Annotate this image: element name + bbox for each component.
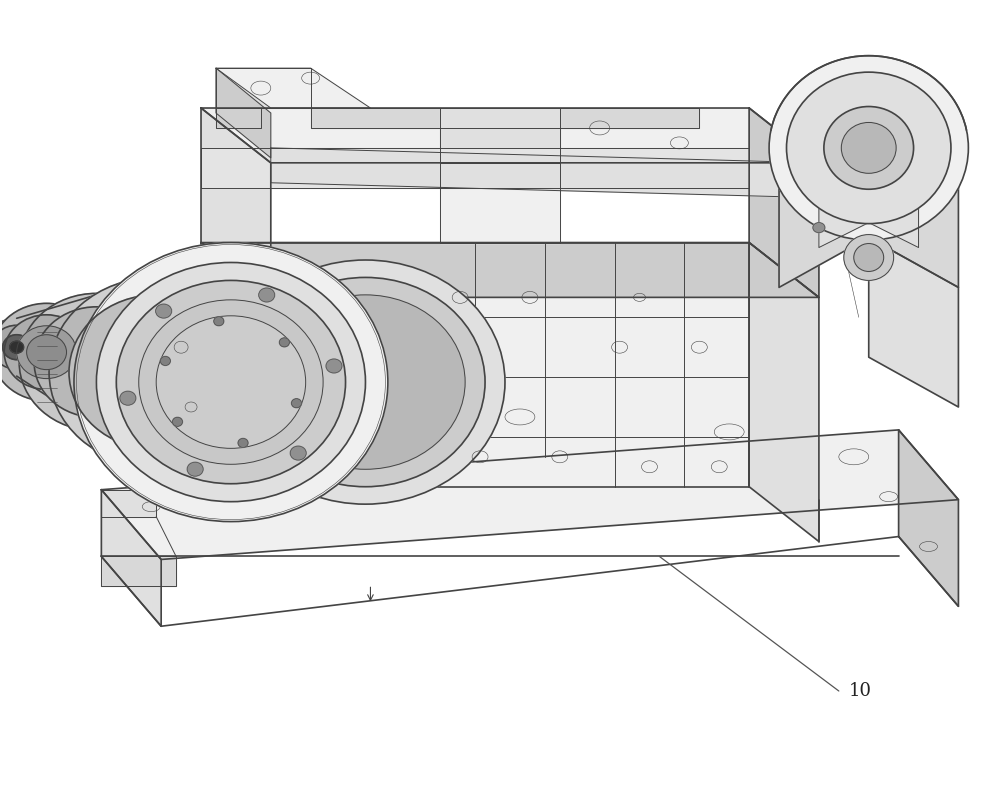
Ellipse shape [259,288,275,302]
Polygon shape [201,243,819,297]
Polygon shape [101,490,156,516]
Polygon shape [201,243,271,487]
Ellipse shape [4,315,89,390]
Ellipse shape [34,307,159,417]
Polygon shape [271,148,819,198]
Ellipse shape [187,462,203,476]
Polygon shape [749,243,819,541]
Ellipse shape [96,262,365,502]
Polygon shape [101,490,161,626]
Ellipse shape [74,243,388,521]
Ellipse shape [326,359,342,373]
Polygon shape [216,68,271,158]
Ellipse shape [813,223,825,232]
Ellipse shape [173,417,182,426]
Polygon shape [216,68,311,108]
Ellipse shape [120,391,136,405]
Ellipse shape [0,318,49,376]
Ellipse shape [3,335,31,360]
Ellipse shape [290,446,306,460]
Ellipse shape [841,123,896,174]
Ellipse shape [10,341,24,353]
Text: 10: 10 [849,682,872,700]
Ellipse shape [17,326,76,378]
Ellipse shape [69,295,243,449]
Polygon shape [101,430,958,559]
Polygon shape [899,430,958,606]
Polygon shape [201,108,819,163]
Ellipse shape [238,438,248,447]
Polygon shape [201,108,271,297]
Ellipse shape [0,303,101,401]
Polygon shape [749,108,819,297]
Polygon shape [440,108,560,163]
Ellipse shape [156,316,306,449]
Polygon shape [216,68,370,108]
Polygon shape [201,148,749,188]
Polygon shape [216,108,261,128]
Ellipse shape [27,335,66,370]
Polygon shape [440,163,560,243]
Ellipse shape [854,244,884,271]
Ellipse shape [160,357,170,366]
Polygon shape [869,237,958,407]
Ellipse shape [266,295,465,470]
Polygon shape [201,253,271,512]
Ellipse shape [246,278,485,487]
Ellipse shape [769,56,968,240]
Polygon shape [779,118,958,218]
Polygon shape [186,287,226,347]
Ellipse shape [156,304,172,318]
Ellipse shape [0,325,42,369]
Ellipse shape [824,107,914,189]
Ellipse shape [116,280,346,483]
Polygon shape [101,557,176,587]
Polygon shape [819,182,919,248]
Ellipse shape [214,316,224,326]
Polygon shape [311,108,699,128]
Ellipse shape [19,294,174,431]
Ellipse shape [844,235,894,280]
Polygon shape [779,118,958,287]
Ellipse shape [279,338,289,347]
Ellipse shape [226,260,505,504]
Ellipse shape [139,300,323,464]
Ellipse shape [787,72,951,224]
Ellipse shape [49,278,263,466]
Polygon shape [201,243,749,487]
Ellipse shape [291,399,301,408]
